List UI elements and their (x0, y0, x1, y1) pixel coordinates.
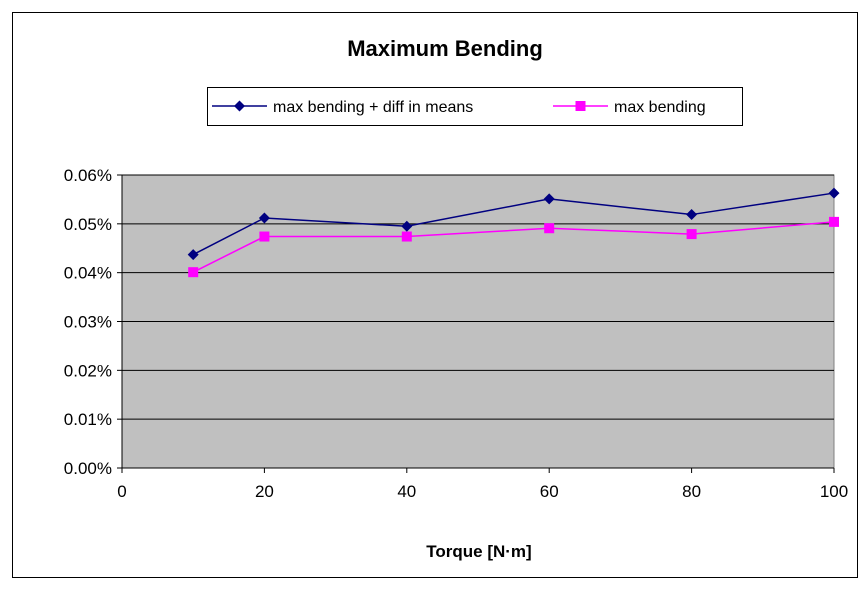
data-point (828, 187, 840, 199)
x-axis-title: Torque [N·m] (426, 542, 531, 561)
data-point (686, 229, 697, 240)
y-tick-label: 0.01% (64, 410, 112, 429)
y-tick-label: 0.00% (64, 459, 112, 478)
data-point (401, 231, 412, 242)
legend-label: max bending + diff in means (273, 99, 473, 116)
x-tick-label: 100 (820, 482, 848, 501)
data-point (829, 216, 839, 227)
y-tick-label: 0.05% (64, 215, 112, 234)
data-point (401, 220, 413, 232)
data-point (259, 231, 270, 242)
gridlines (122, 174, 834, 469)
x-tick-label: 0 (117, 482, 126, 501)
y-tick-labels: 0.00% 0.01% 0.02% 0.03% 0.04% 0.05% 0.06% (64, 166, 112, 478)
x-tick-labels: 0 20 40 60 80 100 (117, 482, 848, 501)
legend-item-0: max bending + diff in means (212, 99, 473, 116)
y-tick-label: 0.03% (64, 313, 112, 332)
legend-box (207, 87, 743, 126)
y-tick-label: 0.02% (64, 361, 112, 380)
data-point (258, 212, 270, 224)
x-tick-label: 40 (397, 482, 416, 501)
x-tick-label: 20 (255, 482, 274, 501)
axes (117, 174, 835, 473)
series-0 (187, 187, 840, 261)
series-line (192, 221, 835, 273)
legend-marker (575, 101, 586, 111)
data-point (544, 223, 555, 234)
legend: max bending + diff in means max bending (207, 87, 743, 126)
series-line (192, 192, 835, 256)
chart-title: Maximum Bending (347, 36, 543, 61)
legend-label: max bending (614, 99, 706, 116)
series-1 (188, 216, 839, 278)
legend-item-1: max bending (553, 99, 706, 116)
y-tick-label: 0.06% (64, 166, 112, 185)
x-tick-label: 60 (540, 482, 559, 501)
legend-marker (234, 100, 245, 112)
x-tick-label: 80 (682, 482, 701, 501)
y-tick-label: 0.04% (64, 264, 112, 283)
data-point (188, 267, 199, 278)
series-layer (187, 187, 840, 278)
data-point (686, 209, 698, 221)
data-point (543, 193, 555, 205)
data-point (187, 249, 199, 261)
